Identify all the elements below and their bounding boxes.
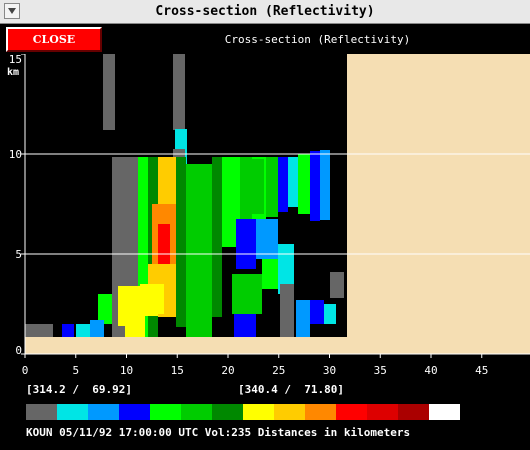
reflectivity-cell	[250, 159, 264, 214]
reflectivity-cell	[176, 157, 186, 327]
window-menu-button[interactable]	[4, 3, 20, 19]
x-tick-label: 35	[374, 364, 387, 377]
readout-right: [340.4 / 71.80]	[238, 383, 344, 396]
reflectivity-cell	[256, 219, 278, 259]
reflectivity-cell	[173, 54, 185, 130]
x-tick-label: 40	[424, 364, 437, 377]
x-tick-label: 30	[323, 364, 336, 377]
reflectivity-cell	[222, 157, 240, 247]
reflectivity-cell	[278, 157, 288, 212]
header-label: Cross-section (Reflectivity)	[105, 28, 530, 52]
x-tick-label: 45	[475, 364, 488, 377]
y-tick-label: 15	[9, 54, 22, 66]
color-legend	[26, 404, 460, 420]
reflectivity-cell	[234, 314, 256, 337]
x-axis: 0 5 10 15 20 25 30 35 40 45	[22, 353, 530, 377]
legend-swatch	[398, 404, 429, 420]
y-axis-unit: km	[7, 67, 19, 78]
reflectivity-cell	[324, 304, 336, 324]
reflectivity-cell	[280, 284, 294, 337]
reflectivity-cell	[76, 324, 90, 337]
legend-swatch	[274, 404, 305, 420]
footer-info: KOUN 05/11/92 17:00:00 UTC Vol:235 Dista…	[26, 426, 411, 439]
legend-swatch	[367, 404, 398, 420]
reflectivity-cell	[278, 244, 294, 294]
reflectivity-cell	[236, 219, 256, 269]
cross-section-plot: 15 10 5 0 km 0 5 10 15 20 25 30 35 40 45	[0, 54, 530, 380]
y-tick-label: 10	[9, 148, 22, 161]
reflectivity-cell	[310, 300, 324, 324]
legend-swatch	[429, 404, 460, 420]
x-tick-label: 15	[171, 364, 184, 377]
window-title: Cross-section (Reflectivity)	[155, 4, 375, 19]
y-tick-label: 0	[15, 344, 22, 357]
reflectivity-cell	[262, 259, 280, 289]
reflectivity-cell	[158, 224, 170, 264]
reflectivity-cell	[212, 157, 222, 317]
reflectivity-cell	[320, 150, 330, 220]
x-tick-label: 20	[221, 364, 234, 377]
x-tick-label: 10	[120, 364, 133, 377]
x-tick-label: 0	[22, 364, 29, 377]
reflectivity-cell	[266, 157, 278, 217]
y-axis: 15 10 5 0 km	[7, 54, 26, 357]
legend-swatch	[181, 404, 212, 420]
reflectivity-cells	[25, 54, 344, 337]
reflectivity-cell	[148, 264, 168, 289]
legend-swatch	[26, 404, 57, 420]
reflectivity-cell	[90, 320, 104, 337]
reflectivity-cell	[330, 272, 344, 298]
title-bar: Cross-section (Reflectivity)	[0, 0, 530, 24]
readout-left: [314.2 / 69.92]	[26, 383, 132, 396]
legend-swatch	[305, 404, 336, 420]
x-tick-label: 5	[72, 364, 79, 377]
legend-swatch	[212, 404, 243, 420]
reflectivity-cell	[296, 300, 310, 337]
reflectivity-cell	[186, 274, 210, 334]
reflectivity-cell	[125, 314, 145, 337]
gridlines	[25, 153, 530, 255]
y-tick-label: 5	[15, 248, 22, 261]
legend-swatch	[150, 404, 181, 420]
reflectivity-cell	[232, 274, 262, 314]
reflectivity-cell	[103, 54, 115, 130]
legend-swatch	[243, 404, 274, 420]
reflectivity-cell	[62, 324, 74, 337]
legend-swatch	[57, 404, 88, 420]
reflectivity-cell	[25, 324, 53, 337]
reflectivity-cell	[310, 151, 320, 221]
x-tick-label: 25	[272, 364, 285, 377]
close-button[interactable]: CLOSE	[6, 27, 102, 52]
reflectivity-cell	[98, 294, 112, 324]
legend-swatch	[88, 404, 119, 420]
reflectivity-cell	[138, 157, 148, 337]
legend-swatch	[336, 404, 367, 420]
reflectivity-cell	[288, 157, 298, 207]
legend-swatch	[119, 404, 150, 420]
reflectivity-cell	[298, 154, 310, 214]
